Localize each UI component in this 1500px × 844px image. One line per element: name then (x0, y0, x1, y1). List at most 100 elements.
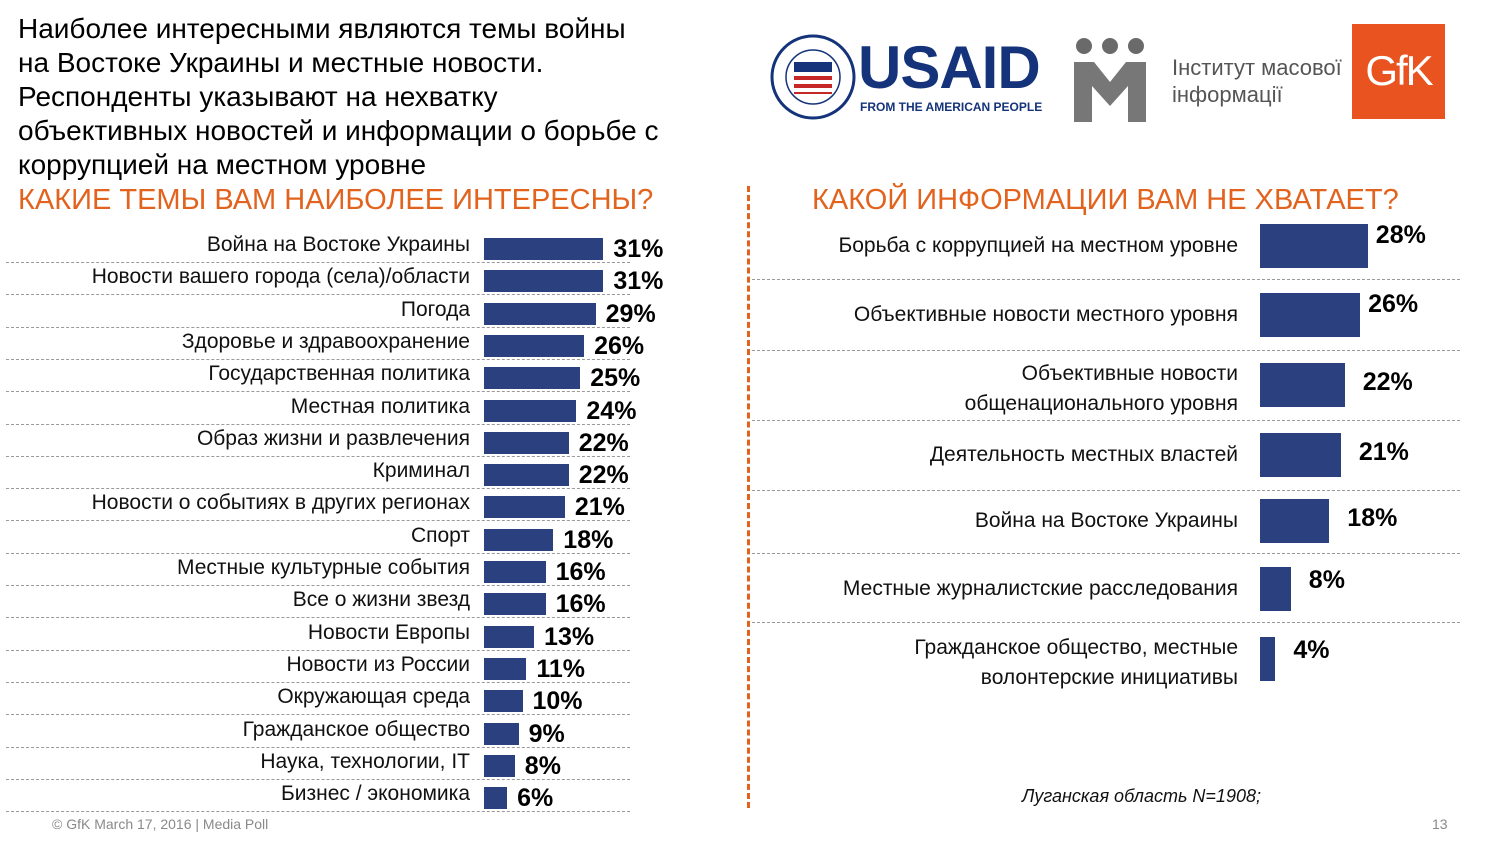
left-row-separator (6, 520, 630, 522)
left-value-label: 18% (563, 525, 614, 554)
right-bar (1260, 637, 1276, 681)
left-bar (484, 464, 569, 487)
left-bar (484, 367, 581, 390)
left-row-separator (6, 617, 630, 619)
slide-headline: Наиболее интересными являются темы войны… (18, 13, 659, 180)
right-bar (1260, 224, 1368, 268)
right-row-separator (752, 350, 1460, 351)
left-category-label: Наука, технологии, IT (260, 749, 470, 773)
imi-wordmark: Інститут масової інформації (1172, 55, 1342, 107)
left-value-label: 25% (590, 364, 641, 393)
left-row-separator (6, 294, 630, 296)
right-category-label: Борьба с коррупцией на местном уровне (838, 234, 1238, 257)
left-row-separator (6, 488, 630, 490)
left-bar (484, 334, 585, 357)
right-row-separator (752, 420, 1460, 421)
left-bar (484, 625, 535, 648)
left-bar (484, 528, 554, 551)
right-row-separator (752, 279, 1460, 280)
left-category-label: Здоровье и здравоохранение (181, 329, 470, 353)
column-divider (747, 186, 750, 808)
left-value-label: 16% (555, 590, 606, 619)
right-category-label: Объективные новости местного уровня (853, 303, 1238, 326)
left-row-separator (6, 552, 630, 554)
left-value-label: 31% (613, 235, 664, 263)
left-row-separator (6, 649, 630, 651)
usaid-seal-icon (770, 34, 856, 120)
left-value-label: 6% (517, 784, 554, 813)
left-category-label: Война на Востоке Украины (206, 233, 470, 256)
left-category-label: Криминал (372, 459, 470, 483)
right-chart-title: КАКОЙ ИНФОРМАЦИИ ВАМ НЕ ХВАТАЕТ? (812, 184, 1399, 216)
left-bar (484, 431, 569, 454)
left-bar (484, 561, 546, 583)
left-chart-title: КАКИЕ ТЕМЫ ВАМ НАИБОЛЕЕ ИНТЕРЕСНЫ? (18, 184, 654, 216)
right-value-label: 8% (1308, 566, 1345, 594)
left-value-label: 13% (544, 622, 595, 651)
sample-note: Луганская область N=1908; (1022, 786, 1261, 806)
left-bar (484, 754, 515, 777)
left-category-label: Образ жизни и развлечения (196, 426, 470, 450)
gfk-logo: GfK (1352, 24, 1445, 119)
left-category-label: Новости Европы (307, 620, 470, 644)
left-bar (484, 787, 508, 810)
left-bar (484, 302, 596, 325)
right-category-label: Война на Востоке Украины (974, 509, 1238, 532)
right-category-label: Объективные новости общенационального ур… (964, 362, 1238, 415)
left-category-label: Новости из России (286, 652, 470, 676)
left-category-label: Погода (400, 297, 470, 321)
left-category-label: Новости вашего города (села)/области (91, 265, 470, 289)
left-row-separator (6, 585, 630, 586)
left-bar (484, 690, 523, 713)
right-category-label: Деятельность местных властей (929, 443, 1238, 466)
left-value-label: 26% (594, 331, 645, 360)
left-row-separator (6, 746, 630, 748)
left-category-label: Бизнес / экономика (280, 782, 470, 806)
right-value-label: 22% (1362, 368, 1413, 396)
left-category-label: Гражданское общество (242, 717, 470, 741)
right-bar (1260, 293, 1361, 337)
left-bar (484, 238, 604, 260)
right-bar (1260, 499, 1330, 543)
left-row-separator (6, 262, 630, 263)
left-bar (484, 657, 527, 680)
right-value-label: 4% (1293, 636, 1330, 664)
left-value-label: 9% (528, 719, 565, 748)
right-value-label: 21% (1358, 438, 1409, 466)
left-category-label: Местные культурные события (176, 556, 470, 579)
left-value-label: 29% (605, 299, 656, 328)
left-value-label: 22% (578, 461, 629, 490)
right-row-separator (752, 622, 1460, 623)
right-value-label: 26% (1368, 290, 1419, 318)
right-row-separator (752, 490, 1460, 491)
left-bar (484, 496, 565, 519)
usaid-wordmark: USAID (858, 34, 1041, 101)
left-category-label: Местная политика (290, 394, 470, 418)
left-value-label: 8% (524, 751, 561, 780)
left-bar (484, 722, 519, 745)
right-bar (1260, 363, 1345, 407)
footer-copyright: © GfK March 17, 2016 | Media Poll (52, 816, 269, 832)
logo-strip: USAID FROM THE AMERICAN PEOPLE Інститут … (770, 24, 1495, 124)
imi-logo-icon (1074, 38, 1146, 122)
left-value-label: 21% (574, 493, 625, 522)
left-row-separator (6, 778, 630, 780)
left-bar (484, 270, 604, 293)
left-row-separator (6, 358, 630, 360)
right-category-label: Местные журналистские расследования (842, 577, 1238, 600)
left-row-separator (6, 391, 630, 393)
right-category-label: Гражданское общество, местные волонтерск… (914, 636, 1238, 689)
left-value-label: 11% (536, 654, 586, 683)
left-row-separator (6, 714, 630, 716)
left-bar (484, 399, 577, 422)
right-row-separator (752, 553, 1460, 554)
right-value-label: 18% (1347, 504, 1398, 532)
right-value-label: 28% (1375, 221, 1426, 249)
left-category-label: Все о жизни звезд (292, 588, 470, 612)
left-value-label: 10% (532, 687, 583, 716)
left-row-separator (6, 326, 630, 328)
left-value-label: 16% (555, 558, 606, 586)
left-category-label: Государственная политика (208, 362, 470, 386)
left-bar (484, 593, 546, 616)
usaid-tagline: FROM THE AMERICAN PEOPLE (860, 100, 1043, 114)
